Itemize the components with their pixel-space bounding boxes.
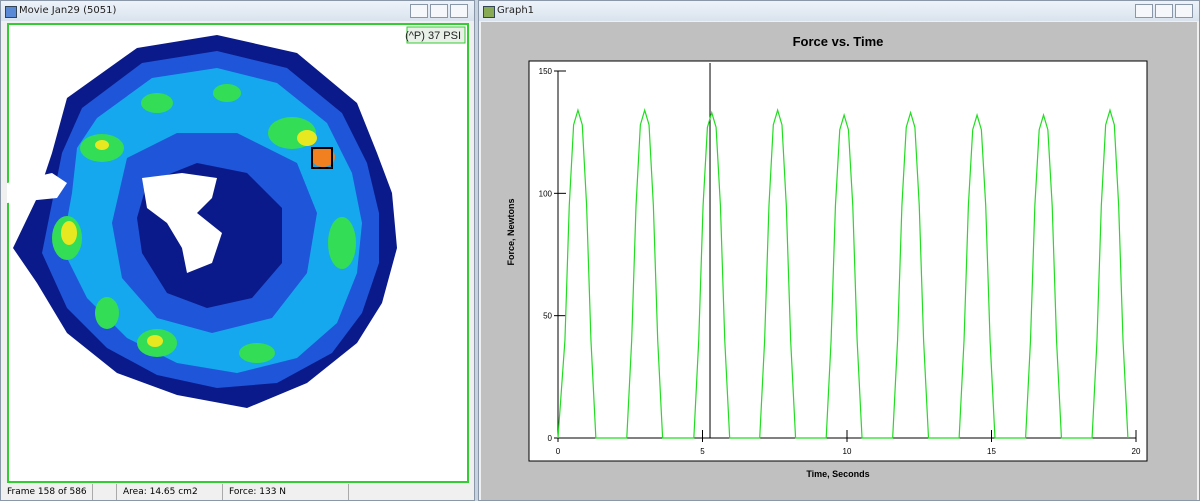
minimize[interactable] bbox=[1135, 4, 1153, 18]
area-readout: Area: 14.65 cm2 bbox=[117, 484, 223, 500]
x-tick-label: 15 bbox=[987, 447, 996, 456]
x-tick-label: 10 bbox=[843, 447, 852, 456]
title-bar: Movie Jan29 (5051) bbox=[1, 1, 474, 21]
pressure-map: (^P) 37 PSI bbox=[7, 23, 469, 483]
x-tick-label: 20 bbox=[1132, 447, 1141, 456]
frame-counter: Frame 158 of 586 bbox=[1, 484, 93, 500]
y-tick-label: 0 bbox=[548, 434, 553, 443]
y-tick-label: 50 bbox=[543, 312, 552, 321]
y-tick-label: 100 bbox=[539, 189, 553, 198]
y-tick-label: 150 bbox=[539, 67, 553, 76]
x-axis-label: Time, Seconds bbox=[806, 469, 869, 479]
force-readout: Force: 133 N bbox=[223, 484, 349, 500]
movie-window: Movie Jan29 (5051) (^P) 37 PSI Frame 158… bbox=[0, 0, 475, 501]
chart-title: Force vs. Time bbox=[793, 34, 884, 49]
window-title: Movie Jan29 (5051) bbox=[19, 5, 117, 16]
y-axis-label: Force, Newtons bbox=[506, 198, 516, 265]
title-bar: Graph1 bbox=[479, 1, 1199, 21]
pressure-readout: (^P) 37 PSI bbox=[405, 30, 461, 42]
close[interactable] bbox=[450, 4, 468, 18]
restore[interactable] bbox=[1155, 4, 1173, 18]
status-bar: Frame 158 of 586 Area: 14.65 cm2 Force: … bbox=[1, 484, 474, 500]
close[interactable] bbox=[1175, 4, 1193, 18]
window-title: Graph1 bbox=[497, 5, 535, 16]
force-line bbox=[557, 108, 1129, 439]
x-tick-label: 5 bbox=[700, 447, 705, 456]
status-icon bbox=[93, 484, 117, 500]
minimize[interactable] bbox=[410, 4, 428, 18]
chart: Force vs. Time Time, Seconds Force, Newt… bbox=[481, 22, 1197, 500]
restore[interactable] bbox=[430, 4, 448, 18]
graph-window: Graph1 Force vs. Time Time, Seconds Forc… bbox=[478, 0, 1200, 501]
x-tick-label: 0 bbox=[556, 447, 561, 456]
